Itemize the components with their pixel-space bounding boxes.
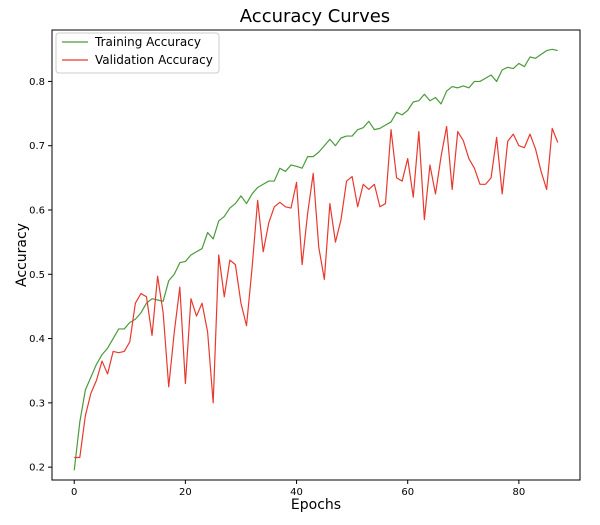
training-accuracy-line bbox=[73, 48, 558, 471]
y-tick-label: 0.5 bbox=[29, 270, 45, 281]
chart-title: Accuracy Curves bbox=[240, 6, 390, 27]
x-axis-label: Epochs bbox=[291, 497, 341, 513]
series-layer bbox=[73, 48, 559, 471]
legend-label-training: Training Accuracy bbox=[94, 35, 201, 49]
y-tick-label: 0.8 bbox=[29, 77, 45, 88]
x-tick-label: 0 bbox=[71, 487, 77, 498]
y-tick-label: 0.6 bbox=[29, 206, 45, 217]
x-tick-label: 40 bbox=[290, 487, 303, 498]
plot-area-frame bbox=[51, 29, 581, 481]
axes-layer: 0 20 40 60 80 0.2 0.3 0.4 0.5 0.6 0.7 0.8 bbox=[29, 77, 525, 498]
legend: Training Accuracy Validation Accuracy bbox=[55, 32, 220, 74]
x-tick-label: 80 bbox=[512, 487, 525, 498]
y-axis-label: Accuracy bbox=[14, 223, 30, 287]
x-tick-label: 20 bbox=[179, 487, 192, 498]
y-tick-label: 0.2 bbox=[29, 463, 45, 474]
legend-label-validation: Validation Accuracy bbox=[95, 53, 213, 67]
validation-accuracy-line bbox=[74, 125, 559, 459]
y-tick-label: 0.4 bbox=[29, 334, 45, 345]
y-tick-label: 0.3 bbox=[29, 398, 45, 409]
y-tick-label: 0.7 bbox=[29, 141, 45, 152]
x-tick-label: 60 bbox=[401, 487, 414, 498]
legend-box bbox=[55, 32, 220, 74]
